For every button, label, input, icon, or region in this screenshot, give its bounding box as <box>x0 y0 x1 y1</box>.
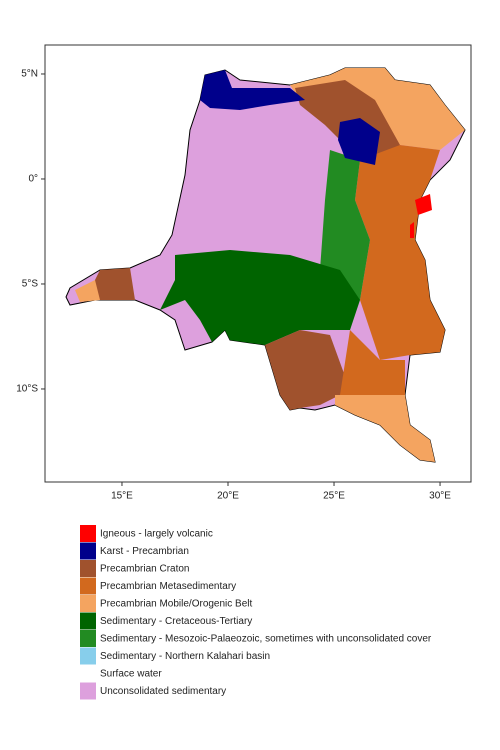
legend: Igneous - largely volcanic Karst - Precam… <box>80 525 432 700</box>
craton-south <box>265 330 350 410</box>
plot-frame <box>44 44 472 483</box>
legend-swatch <box>80 682 96 700</box>
y-tick-label: 10°S <box>16 384 38 395</box>
mobile-belt-south <box>335 395 435 462</box>
axes: 15°E 20°E 25°E 30°E 5°N 0° 5°S 10°S <box>16 69 451 502</box>
x-tick-label: 15°E <box>111 491 133 502</box>
legend-swatch <box>80 577 96 595</box>
karst-northeast <box>338 118 380 165</box>
legend-label: Igneous - largely volcanic <box>100 529 213 540</box>
legend-swatch <box>80 595 96 612</box>
legend-label: Unconsolidated sedimentary <box>100 686 226 697</box>
x-tick-label: 25°E <box>323 491 345 502</box>
legend-swatch <box>80 525 96 542</box>
y-tick-label: 0° <box>28 174 38 185</box>
legend-label: Sedimentary - Northern Kalahari basin <box>100 651 270 662</box>
legend-label: Precambrian Metasedimentary <box>100 581 236 592</box>
legend-swatch <box>80 542 96 560</box>
x-tick-label: 20°E <box>217 491 239 502</box>
craton-west <box>95 268 135 300</box>
legend-label: Sedimentary - Mesozoic-Palaeozoic, somet… <box>100 634 432 645</box>
legend-label: Karst - Precambrian <box>100 546 189 557</box>
volcanic-east <box>415 194 432 215</box>
y-tick-label: 5°N <box>21 69 38 80</box>
legend-swatch <box>80 560 96 577</box>
volcanic-east-small <box>410 222 414 238</box>
mobile-belt-west <box>75 280 100 302</box>
legend-swatch <box>80 647 96 665</box>
y-tick-label: 5°S <box>22 279 39 290</box>
legend-label: Surface water <box>100 669 162 680</box>
legend-label: Precambrian Mobile/Orogenic Belt <box>100 599 253 610</box>
karst-north <box>200 70 305 110</box>
legend-label: Precambrian Craton <box>100 564 189 575</box>
metasedimentary-south <box>340 330 405 395</box>
legend-label: Sedimentary - Cretaceous-Tertiary <box>100 616 252 627</box>
map-geometry <box>65 67 466 463</box>
legend-swatch <box>80 665 96 682</box>
legend-swatch <box>80 630 96 647</box>
x-tick-label: 30°E <box>429 491 451 502</box>
sedimentary-cretaceous <box>160 250 360 345</box>
metasedimentary-east <box>355 145 445 360</box>
legend-swatch <box>80 612 96 630</box>
